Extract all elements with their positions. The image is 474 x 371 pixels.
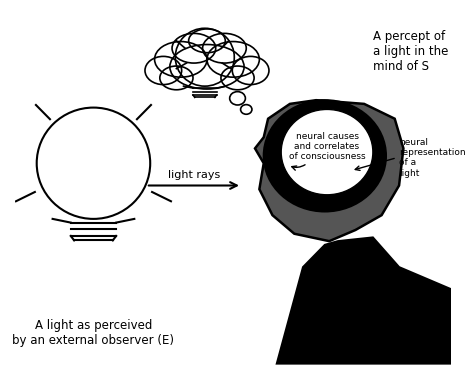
- Ellipse shape: [207, 42, 259, 77]
- Ellipse shape: [221, 66, 254, 90]
- Ellipse shape: [172, 33, 216, 63]
- Text: A light as perceived
by an external observer (E): A light as perceived by an external obse…: [12, 319, 174, 347]
- Ellipse shape: [145, 56, 182, 85]
- Text: light rays: light rays: [168, 170, 220, 180]
- Polygon shape: [277, 237, 451, 364]
- Text: neural
representation
of a
light: neural representation of a light: [399, 138, 465, 178]
- Text: A percept of
a light in the
mind of S: A percept of a light in the mind of S: [373, 30, 448, 73]
- Text: neural causes
and correlates
of consciousness: neural causes and correlates of consciou…: [289, 132, 365, 161]
- Ellipse shape: [264, 100, 386, 211]
- Text: A subject
(S): A subject (S): [302, 319, 356, 347]
- Polygon shape: [255, 100, 403, 241]
- Ellipse shape: [155, 42, 207, 77]
- Ellipse shape: [189, 29, 225, 53]
- Ellipse shape: [232, 56, 269, 85]
- Ellipse shape: [170, 45, 244, 89]
- Ellipse shape: [160, 66, 193, 90]
- Circle shape: [241, 105, 252, 114]
- Circle shape: [230, 92, 246, 105]
- Ellipse shape: [281, 109, 373, 195]
- Ellipse shape: [202, 33, 246, 63]
